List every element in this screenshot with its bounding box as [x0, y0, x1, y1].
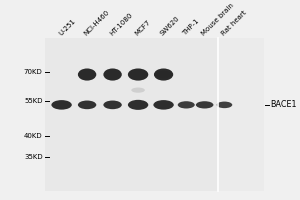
- Text: U-251: U-251: [57, 17, 76, 36]
- Text: Mouse brain: Mouse brain: [200, 2, 235, 36]
- Text: BACE1: BACE1: [270, 100, 297, 109]
- Bar: [218, 38, 264, 191]
- Ellipse shape: [78, 68, 96, 81]
- Text: 35KD: 35KD: [24, 154, 43, 160]
- Ellipse shape: [178, 101, 195, 109]
- Ellipse shape: [103, 68, 122, 81]
- Ellipse shape: [155, 71, 172, 78]
- Text: SW620: SW620: [159, 15, 181, 36]
- Ellipse shape: [131, 88, 145, 93]
- Ellipse shape: [103, 101, 122, 109]
- Ellipse shape: [51, 100, 72, 110]
- Ellipse shape: [78, 101, 96, 109]
- Ellipse shape: [196, 101, 213, 109]
- Ellipse shape: [128, 100, 148, 110]
- Text: THP-1: THP-1: [182, 18, 201, 36]
- Text: Rat heart: Rat heart: [220, 9, 247, 36]
- Text: 55KD: 55KD: [24, 98, 43, 104]
- Text: NCI-H460: NCI-H460: [83, 9, 110, 36]
- Bar: [45, 38, 218, 191]
- Text: 70KD: 70KD: [24, 69, 43, 75]
- Ellipse shape: [217, 102, 232, 108]
- Text: MCF7: MCF7: [134, 19, 152, 36]
- Ellipse shape: [153, 100, 174, 110]
- Text: HT-1080: HT-1080: [108, 11, 134, 36]
- Ellipse shape: [154, 68, 173, 81]
- Text: 40KD: 40KD: [24, 133, 43, 139]
- Ellipse shape: [128, 68, 148, 81]
